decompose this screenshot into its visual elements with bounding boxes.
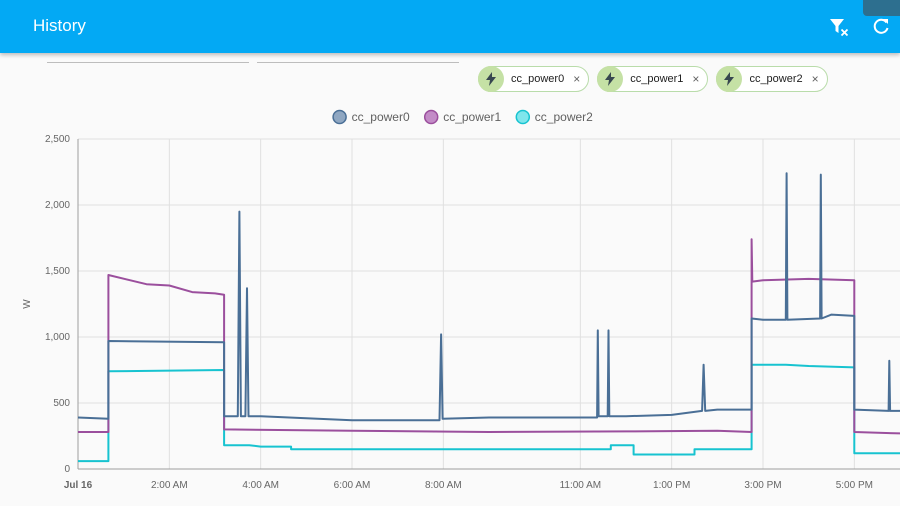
entity-chip[interactable]: cc_power2 × xyxy=(716,66,828,92)
close-icon[interactable]: × xyxy=(573,72,581,86)
y-tick-label: 500 xyxy=(53,398,70,409)
legend-label: cc_power1 xyxy=(443,110,501,124)
entity-chip[interactable]: cc_power1 × xyxy=(597,66,709,92)
corner-tab[interactable] xyxy=(863,0,900,16)
entity-chips: cc_power0 × cc_power1 × cc_power2 × xyxy=(478,66,828,92)
close-icon[interactable]: × xyxy=(811,72,819,86)
x-tick-label: 11:00 AM xyxy=(560,480,602,491)
legend-marker-cc_power0 xyxy=(332,109,347,125)
y-tick-label: 2,500 xyxy=(45,134,70,145)
start-date-picker[interactable] xyxy=(47,62,249,63)
y-tick-label: 1,500 xyxy=(45,266,70,277)
x-tick-label: 4:00 AM xyxy=(242,480,279,491)
x-tick-label: 2:00 AM xyxy=(151,480,188,491)
y-tick-label: 0 xyxy=(64,464,70,475)
entity-chip[interactable]: cc_power0 × xyxy=(478,66,590,92)
series-line-cc_power0 xyxy=(77,172,900,422)
close-icon[interactable]: × xyxy=(692,72,700,86)
filter-remove-icon[interactable] xyxy=(828,16,850,38)
app-header: History xyxy=(0,0,900,53)
page-title: History xyxy=(33,16,86,35)
y-axis-label: W xyxy=(22,299,33,309)
lightning-icon xyxy=(478,66,504,92)
chip-label: cc_power2 xyxy=(749,73,803,85)
legend-label: cc_power2 xyxy=(535,110,593,124)
x-tick-label: 3:00 PM xyxy=(744,480,781,491)
series-line-cc_power1 xyxy=(78,238,900,435)
chip-label: cc_power0 xyxy=(511,73,565,85)
lightning-icon xyxy=(597,66,624,92)
history-chart: 0 500 1,000 1,500 2,000 2,500 Jul 16 2:00 AM 4:0… xyxy=(22,109,900,491)
legend-marker-cc_power1 xyxy=(423,109,439,125)
legend-label: cc_power0 xyxy=(352,110,410,124)
refresh-icon[interactable] xyxy=(870,16,892,38)
lightning-icon xyxy=(716,66,743,92)
end-date-picker[interactable] xyxy=(257,62,459,63)
series-line-cc_power2 xyxy=(78,363,900,463)
x-tick-label: 5:00 PM xyxy=(836,480,873,491)
x-tick-label: 6:00 AM xyxy=(334,480,371,491)
x-tick-label: Jul 16 xyxy=(64,480,93,491)
legend-marker-cc_power2 xyxy=(515,109,531,125)
y-tick-label: 1,000 xyxy=(45,332,70,343)
chip-label: cc_power1 xyxy=(630,73,684,85)
x-tick-label: 8:00 AM xyxy=(425,480,462,491)
x-tick-label: 1:00 PM xyxy=(653,480,690,491)
y-tick-label: 2,000 xyxy=(45,200,70,211)
